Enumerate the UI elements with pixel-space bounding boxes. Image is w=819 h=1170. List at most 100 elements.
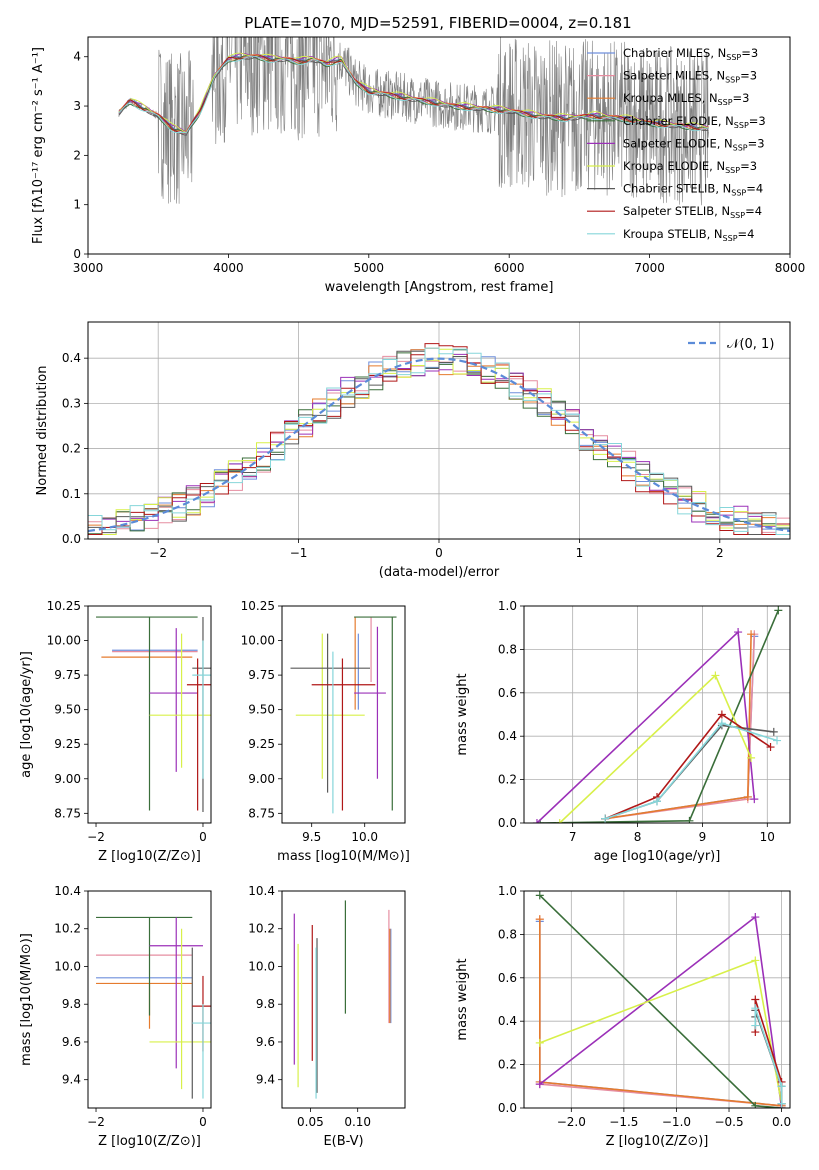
errorbar-point — [354, 616, 397, 811]
errorbar-point — [290, 633, 371, 793]
y-tick-label: 0.6 — [498, 971, 517, 985]
x-tick-label: −1.0 — [662, 1115, 691, 1129]
axes-frame — [523, 890, 791, 1109]
y-tick-label: 10.2 — [248, 922, 275, 936]
y-tick-label: 4 — [73, 50, 81, 64]
series-marker — [653, 797, 661, 806]
histogram-series — [88, 347, 790, 535]
y-axis-label: mass [log10(M/M⊙)] — [19, 933, 34, 1066]
plot-8: −2.0 −1.5 −1.0 −0.5 0.0 0.0 0.2 0.4 0.6 0.8 1.0 Z [… — [455, 884, 791, 1149]
x-axis-label: mass [log10(M/M⊙)] — [277, 849, 410, 864]
y-tick-label: 9.4 — [256, 1073, 275, 1087]
x-tick-label: 10.0 — [351, 830, 378, 844]
x-tick-label: 0 — [199, 1115, 207, 1129]
y-tick-label: 9.6 — [62, 1035, 81, 1049]
axes-frame — [281, 890, 406, 1109]
y-tick-label: 1.0 — [498, 884, 517, 898]
series-marker — [743, 792, 752, 801]
errorbar-point — [186, 658, 211, 811]
series-marker — [751, 1101, 760, 1108]
series-marker — [774, 606, 783, 615]
y-tick-label: 10.0 — [248, 959, 275, 973]
legend-entry: Chabrier MILES, NSSP=3 — [623, 46, 758, 62]
legend-entry: Kroupa STELIB, NSSP=4 — [623, 227, 754, 243]
y-tick-label: 1.0 — [498, 599, 517, 613]
y-tick-label: 9.25 — [54, 737, 81, 751]
series-marker — [751, 995, 760, 1004]
series-line — [754, 1007, 783, 1104]
histogram-series — [88, 350, 790, 535]
y-tick-label: 9.4 — [62, 1073, 81, 1087]
series-line — [604, 722, 778, 820]
y-tick-label: 10.2 — [54, 922, 81, 936]
series-marker — [773, 736, 782, 745]
x-tick-label: 10 — [760, 830, 775, 844]
model-curve — [118, 55, 709, 134]
errorbar-point — [311, 658, 376, 811]
errorbar-area — [96, 616, 211, 812]
series-marker — [711, 671, 720, 680]
y-tick-label: 9.00 — [54, 772, 81, 786]
y-tick-label: 9.50 — [248, 703, 275, 717]
errorbar-point — [96, 982, 193, 1029]
figure-title: PLATE=1070, MJD=52591, FIBERID=0004, z=0… — [244, 14, 631, 32]
x-axis-label: wavelength [Angstrom, rest frame] — [325, 280, 554, 295]
plot-7: 0.05 0.10 9.4 9.6 9.8 10.0 10.2 10.4 E(B-V) — [248, 884, 406, 1149]
legend-entry: Kroupa MILES, NSSP=3 — [623, 91, 749, 107]
errorbar-area — [96, 916, 211, 1099]
x-axis-label: E(B-V) — [323, 1134, 363, 1149]
x-tick-label: 4000 — [213, 261, 244, 275]
y-tick-label: 9.50 — [54, 703, 81, 717]
line-area — [535, 891, 786, 1108]
x-tick-label: 8 — [634, 830, 642, 844]
series-line — [540, 609, 780, 823]
legend-entry: Salpeter MILES, NSSP=3 — [623, 69, 757, 85]
x-tick-label: 9 — [699, 830, 707, 844]
x-tick-label: 0.10 — [344, 1115, 371, 1129]
y-tick-label: 0.2 — [62, 442, 81, 456]
series-line — [754, 1010, 783, 1104]
y-tick-label: 9.75 — [54, 668, 81, 682]
x-axis-label: Z [log10(Z/Z⊙)] — [98, 1134, 201, 1149]
x-tick-label: 7000 — [634, 261, 665, 275]
series-marker — [777, 1099, 786, 1108]
y-tick-label: 0.0 — [498, 1101, 517, 1115]
series-marker — [751, 1004, 760, 1013]
y-tick-label: 9.8 — [256, 997, 275, 1011]
series-marker — [750, 795, 759, 804]
x-tick-label: −2.0 — [557, 1115, 586, 1129]
y-tick-label: 0.4 — [498, 729, 517, 743]
gaussian-reference — [88, 357, 790, 533]
series-line — [539, 959, 783, 1104]
plot-2: −2 −1 0 1 2 0.0 0.1 0.2 0.3 0.4 (data-model)/error… — [35, 321, 791, 580]
x-tick-label: 7 — [569, 830, 577, 844]
y-tick-label: 9.6 — [256, 1035, 275, 1049]
series-marker — [535, 891, 544, 900]
y-tick-label: 10.00 — [47, 634, 81, 648]
y-tick-label: 9.75 — [248, 668, 275, 682]
y-axis-label: mass weight — [455, 958, 470, 1040]
y-tick-label: 2 — [73, 148, 81, 162]
errorbar-point — [149, 917, 203, 1069]
legend-entry: 𝒩(0, 1) — [727, 337, 774, 352]
y-tick-label: 8.75 — [54, 806, 81, 820]
histogram-series — [88, 353, 790, 535]
histogram-series — [88, 343, 790, 535]
series-marker — [751, 1021, 760, 1030]
series-marker — [751, 956, 760, 965]
series-marker — [535, 915, 544, 924]
x-tick-label: 3000 — [73, 261, 104, 275]
axes-frame — [281, 605, 406, 824]
axes-frame — [523, 605, 791, 824]
x-tick-label: −2 — [87, 830, 105, 844]
x-tick-label: −2 — [149, 546, 167, 560]
errorbar-point — [96, 616, 198, 811]
x-axis-label: Z [log10(Z/Z⊙)] — [606, 1134, 709, 1149]
series-marker — [751, 913, 760, 922]
y-tick-label: 0.8 — [498, 927, 517, 941]
y-tick-label: 1 — [73, 198, 81, 212]
series-line — [539, 894, 782, 1108]
series-marker — [535, 1038, 544, 1047]
x-tick-label: −1 — [290, 546, 308, 560]
